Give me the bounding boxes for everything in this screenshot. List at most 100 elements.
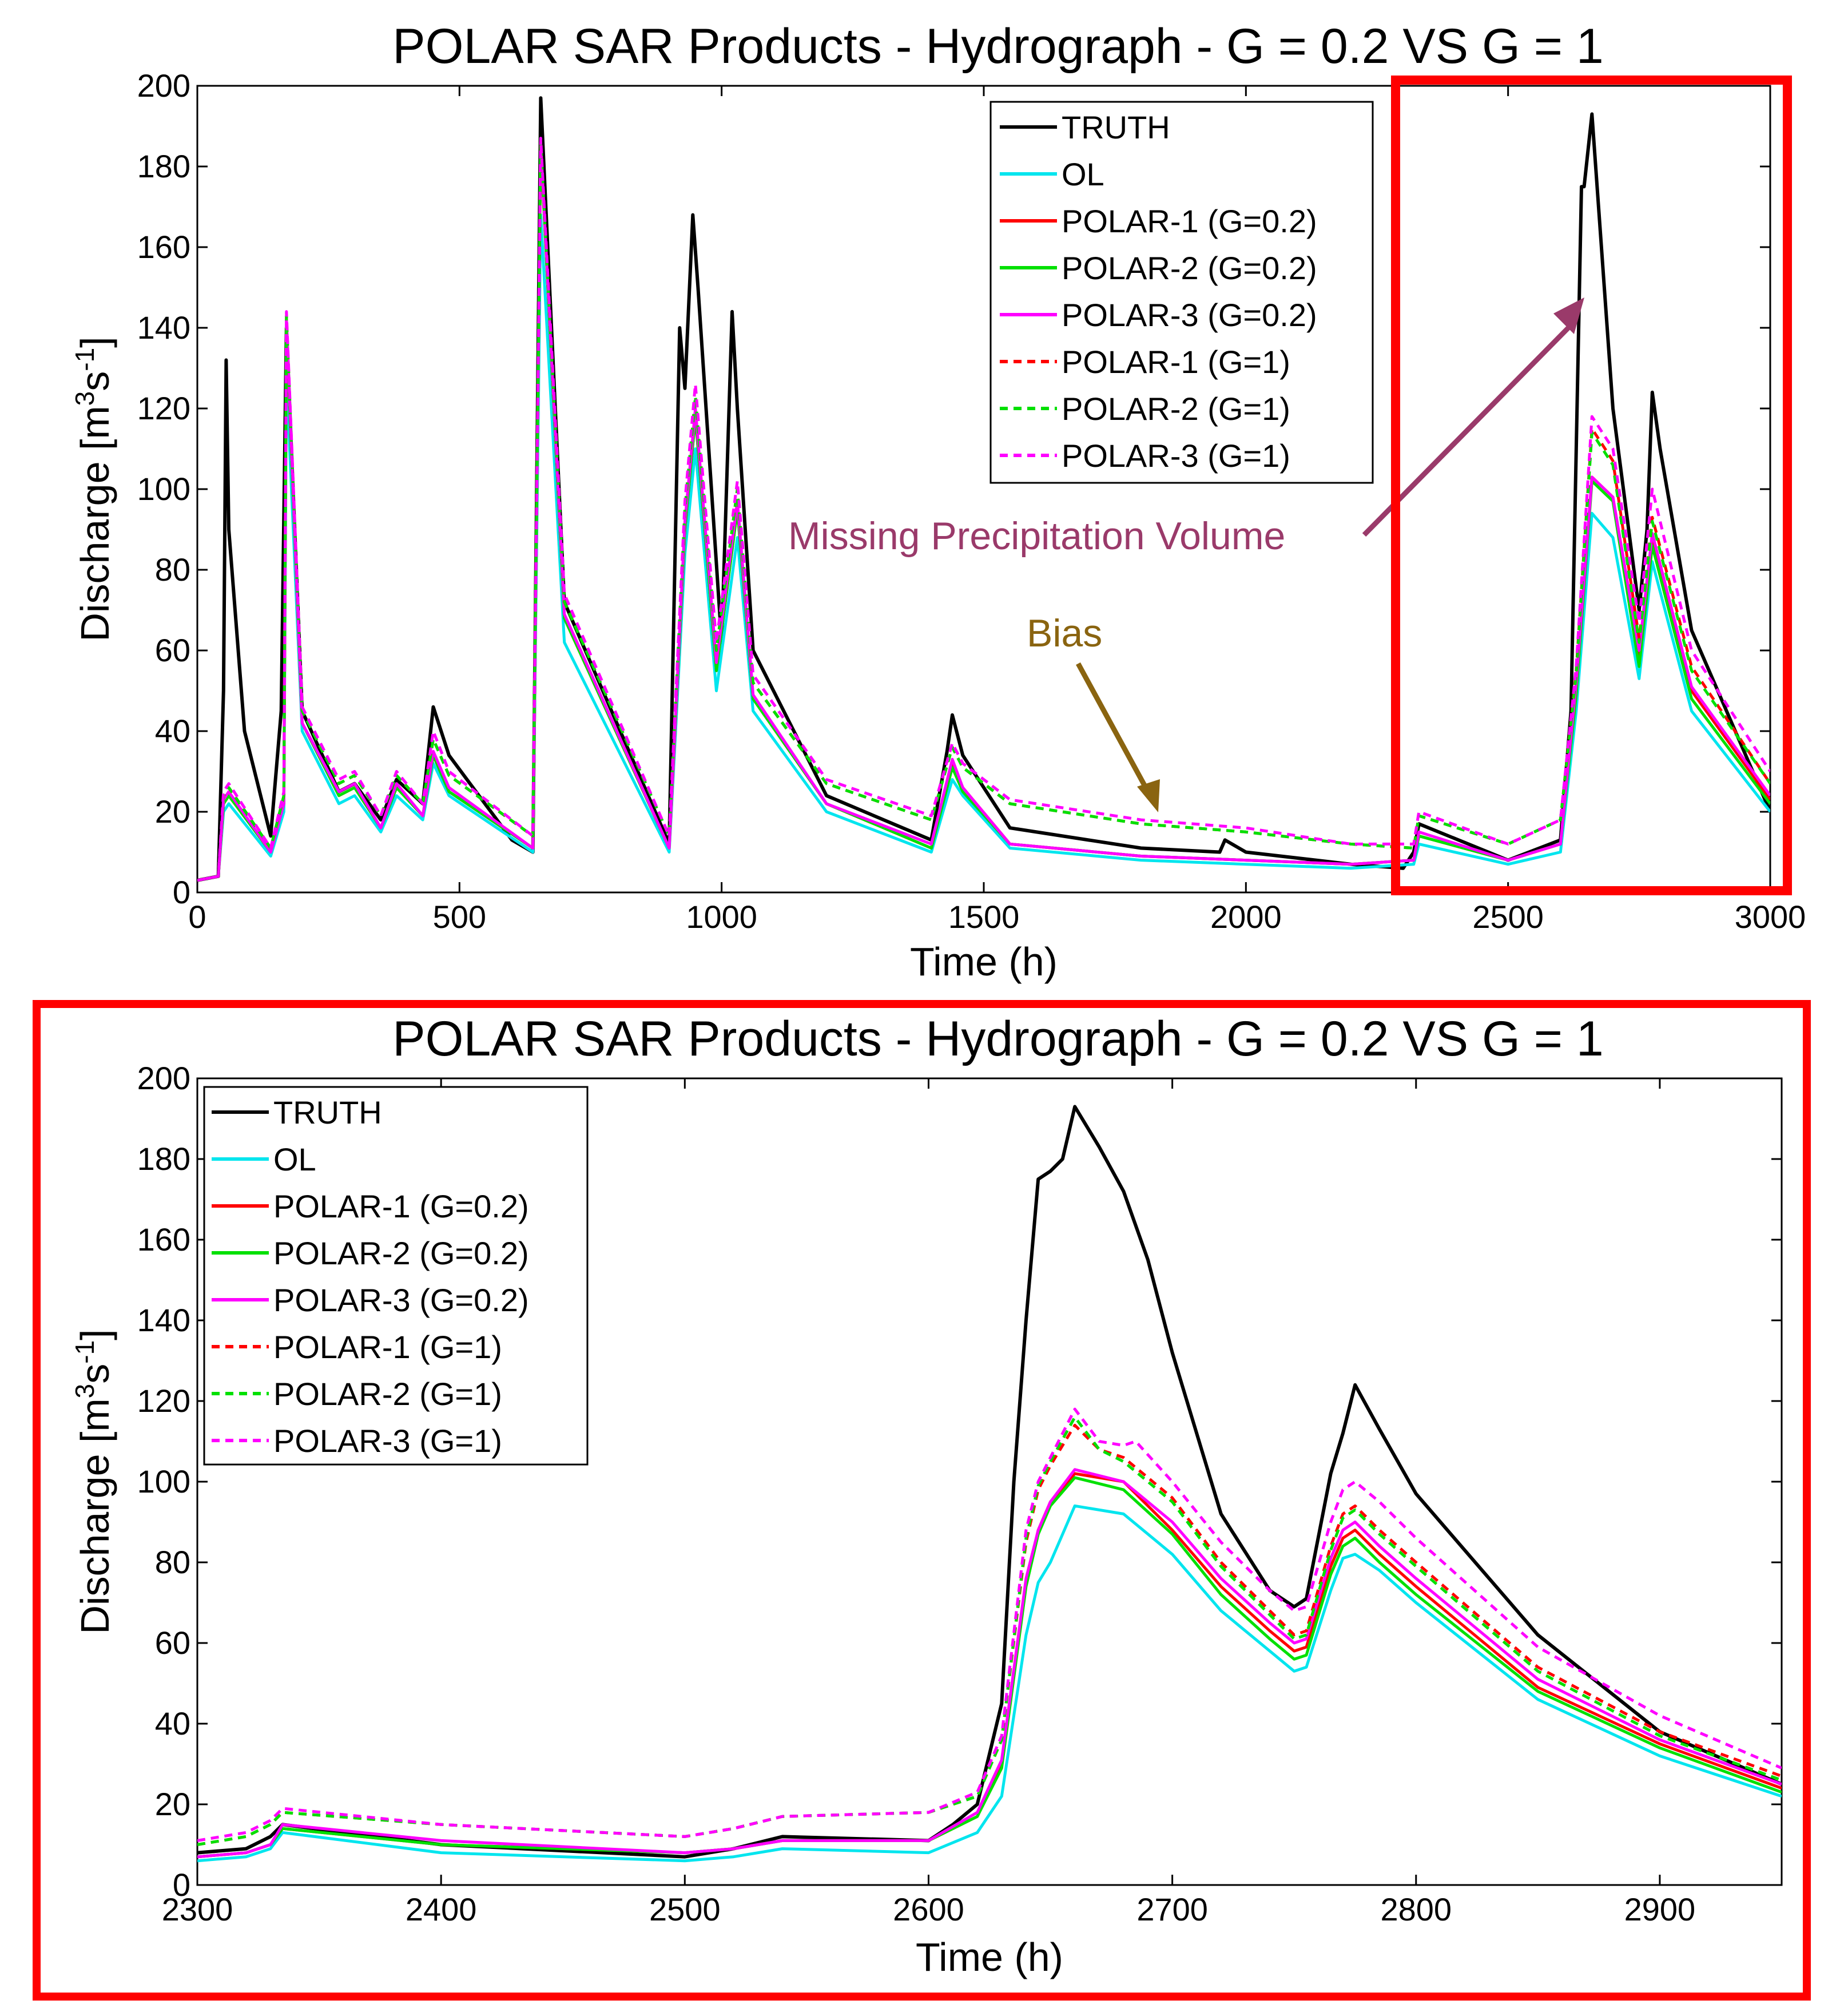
bottom-y-tick-label: 60 — [155, 1625, 190, 1661]
bottom-legend-items: TRUTH OL POLAR-1 (G=0.2) POLAR-2 (G=0.2) POL… — [212, 1094, 529, 1459]
bottom-x-tick-label: 2900 — [1624, 1891, 1696, 1927]
top-y-tick-label: 100 — [137, 471, 190, 507]
top-x-tick-label: 2500 — [1472, 899, 1544, 935]
bottom-y-tick-label: 160 — [137, 1221, 190, 1257]
top-legend-label: POLAR-3 (G=1) — [1062, 438, 1290, 474]
top-y-tick-label: 40 — [155, 713, 190, 749]
top-legend-label: POLAR-2 (G=1) — [1062, 391, 1290, 427]
annotation-missing-precipitation-text: Missing Precipitation Volume — [788, 514, 1285, 558]
top-x-tick-label: 500 — [433, 899, 486, 935]
bottom-y-tick-label: 180 — [137, 1141, 190, 1177]
top-x-tick-label: 3000 — [1735, 899, 1806, 935]
annotation-bias-arrowhead — [1137, 779, 1160, 812]
top-y-tick-label: 120 — [137, 390, 190, 426]
top-legend-items: TRUTH OL POLAR-1 (G=0.2) POLAR-2 (G=0.2) POL… — [1000, 109, 1317, 474]
bottom-y-label-part-1: Discharge [m — [73, 1398, 117, 1634]
top-x-tick-label: 2000 — [1210, 899, 1282, 935]
bottom-legend-label: POLAR-1 (G=0.2) — [273, 1188, 529, 1224]
top-legend-label: POLAR-2 (G=0.2) — [1062, 250, 1317, 286]
bottom-y-label-part-2: 3 — [70, 1384, 100, 1399]
bottom-y-label-part-5: ] — [73, 1329, 117, 1340]
top-plot-frame — [196, 85, 1771, 894]
bottom-x-tick-label: 2400 — [406, 1891, 477, 1927]
annotation-missing-precipitation-arrowhead — [1553, 297, 1584, 334]
bottom-y-tick-label: 40 — [155, 1705, 190, 1741]
bottom-legend: TRUTH OL POLAR-1 (G=0.2) POLAR-2 (G=0.2) POL… — [203, 1086, 589, 1466]
top-legend: TRUTH OL POLAR-1 (G=0.2) POLAR-2 (G=0.2) POL… — [989, 101, 1374, 484]
top-x-tick-label: 1500 — [948, 899, 1020, 935]
bottom-y-label-part-4: -1 — [70, 1340, 100, 1364]
top-series-polar-2-g-1 — [197, 141, 1770, 882]
bottom-series-group — [197, 1105, 1782, 1863]
top-legend-label: POLAR-1 (G=0.2) — [1062, 203, 1317, 239]
top-y-label-part-3: s — [73, 371, 117, 391]
top-series-ol — [197, 213, 1770, 882]
top-y-label-part-5: ] — [73, 336, 117, 347]
bottom-x-tick-label: 2600 — [893, 1891, 964, 1927]
top-series-polar-3-g-1 — [197, 137, 1770, 882]
annotation-bias-text: Bias — [1027, 612, 1102, 655]
bottom-plot-area: 0 20 40 60 80 100 120 140 160 180 200 2300 2400 2500 2… — [137, 1060, 1783, 1927]
top-legend-label: POLAR-3 (G=0.2) — [1062, 297, 1317, 333]
top-y-tick-label: 0 — [173, 874, 190, 910]
top-y-tick-label: 20 — [155, 793, 190, 830]
bottom-legend-label: POLAR-3 (G=0.2) — [273, 1282, 529, 1318]
annotation-bias-arrow — [1076, 662, 1149, 791]
bottom-y-tick-label: 140 — [137, 1302, 190, 1338]
bottom-y-tick-label: 80 — [155, 1544, 190, 1580]
bottom-y-axis-label: Discharge [m3s-1] — [70, 1329, 117, 1634]
bottom-legend-box — [203, 1086, 589, 1466]
bottom-y-tick-label: 20 — [155, 1786, 190, 1822]
top-y-tick-label: 140 — [137, 309, 190, 346]
bottom-x-tick-label: 2500 — [649, 1891, 721, 1927]
top-legend-label: POLAR-1 (G=1) — [1062, 344, 1290, 380]
bottom-series-polar-3-g-0-2 — [197, 1468, 1782, 1859]
top-y-tick-label: 180 — [137, 148, 190, 184]
top-x-axis-label: Time (h) — [910, 939, 1058, 984]
top-series-group — [197, 96, 1770, 882]
top-legend-label: OL — [1062, 156, 1104, 192]
top-legend-label: TRUTH — [1062, 109, 1170, 145]
bottom-x-axis-label: Time (h) — [916, 1935, 1063, 1979]
top-y-label-part-2: 3 — [70, 391, 100, 406]
zoom-highlight-box — [1391, 76, 1792, 895]
bottom-series-ol — [197, 1504, 1782, 1863]
bottom-legend-label: POLAR-2 (G=1) — [273, 1376, 502, 1412]
bottom-y-tick-label: 200 — [137, 1060, 190, 1096]
top-y-tick-label: 80 — [155, 551, 190, 588]
bottom-legend-label: OL — [273, 1141, 316, 1177]
annotation-bias: Bias — [1027, 612, 1160, 812]
top-legend-box — [989, 101, 1374, 484]
bottom-legend-label: TRUTH — [273, 1094, 382, 1130]
top-y-tick-label: 160 — [137, 229, 190, 265]
bottom-series-truth — [197, 1105, 1782, 1859]
top-y-tick-label: 60 — [155, 632, 190, 668]
top-chart: POLAR SAR Products - Hydrograph - G = 0.… — [70, 19, 1806, 984]
bottom-chart-title: POLAR SAR Products - Hydrograph - G = 0.… — [392, 1011, 1603, 1066]
bottom-legend-label: POLAR-3 (G=1) — [273, 1423, 502, 1459]
top-y-label-part-4: -1 — [70, 348, 100, 371]
bottom-y-label-part-3: s — [73, 1364, 117, 1384]
top-y-axis-label: Discharge [m3s-1] — [70, 336, 117, 641]
bottom-y-tick-label: 100 — [137, 1463, 190, 1499]
bottom-x-tick-label: 2800 — [1380, 1891, 1452, 1927]
bottom-y-tick-label: 0 — [173, 1867, 190, 1903]
bottom-series-polar-3-g-1 — [197, 1407, 1782, 1842]
top-y-tick-label: 200 — [137, 68, 190, 104]
top-x-tick-label: 1000 — [686, 899, 757, 935]
bottom-x-tick-label: 2300 — [162, 1891, 233, 1927]
top-chart-title: POLAR SAR Products - Hydrograph - G = 0.… — [392, 19, 1603, 74]
bottom-legend-label: POLAR-1 (G=1) — [273, 1329, 502, 1365]
bottom-chart: POLAR SAR Products - Hydrograph - G = 0.… — [33, 1000, 1811, 2001]
top-x-tick-label: 0 — [188, 899, 206, 935]
bottom-legend-label: POLAR-2 (G=0.2) — [273, 1235, 529, 1271]
bottom-y-tick-label: 120 — [137, 1383, 190, 1419]
annotation-missing-precip: Missing Precipitation Volume — [788, 297, 1584, 558]
top-y-label-part-1: Discharge [m — [73, 406, 117, 641]
top-series-polar-3-g-0-2 — [197, 141, 1770, 882]
bottom-x-tick-label: 2700 — [1136, 1891, 1208, 1927]
bottom-axes: 0 20 40 60 80 100 120 140 160 180 200 2300 2400 2500 2… — [137, 1060, 1782, 1927]
